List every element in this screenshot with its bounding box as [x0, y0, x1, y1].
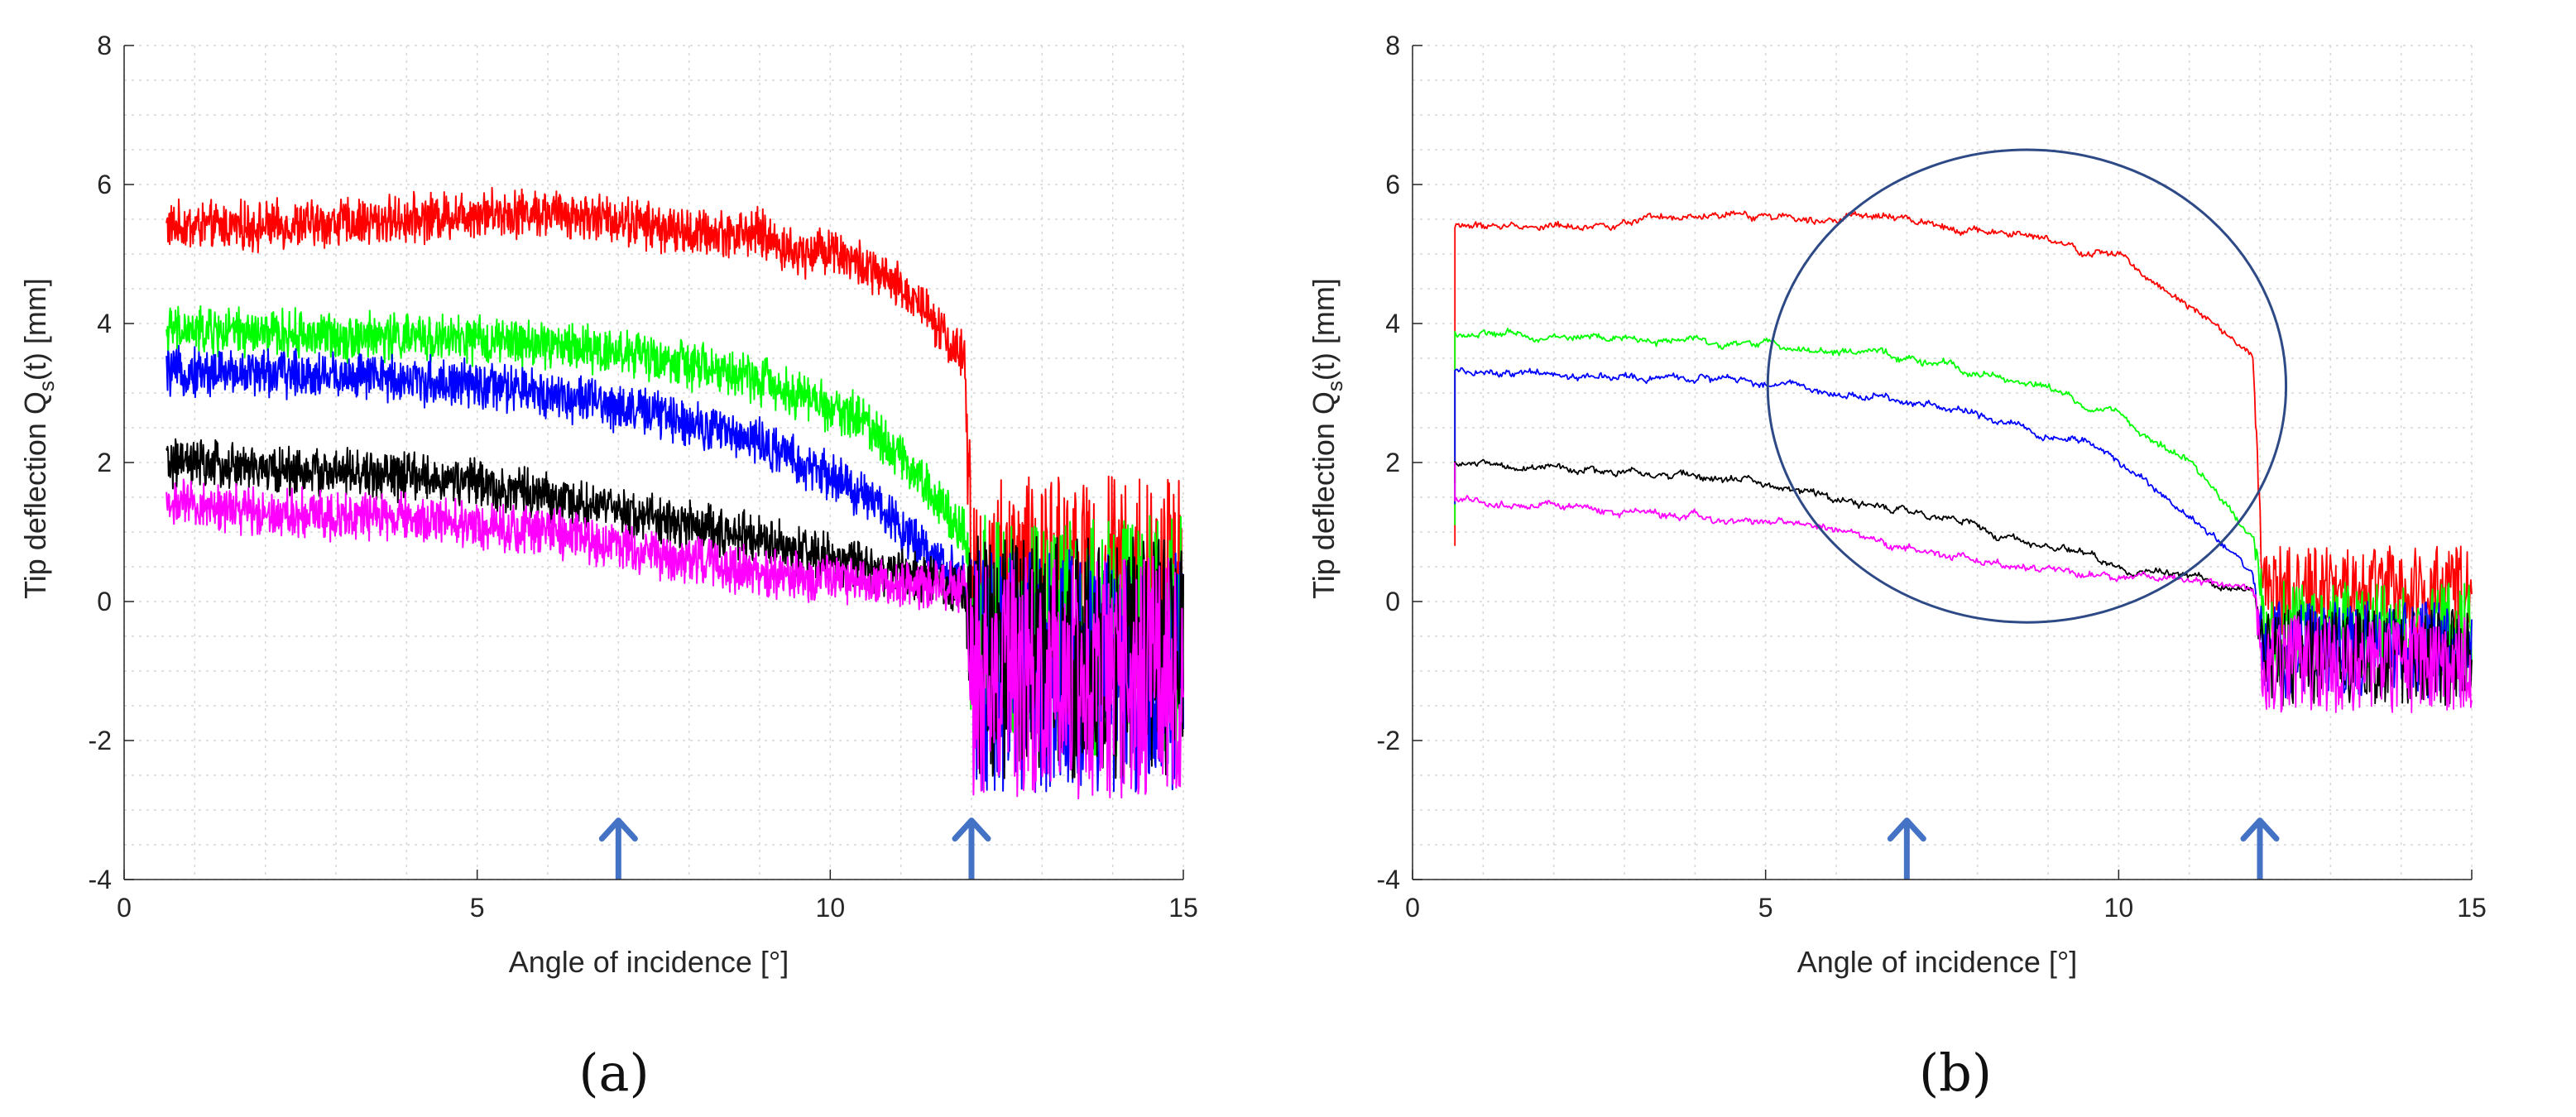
series-line-black: [165, 438, 1184, 779]
arrow-head: [2240, 817, 2280, 842]
arrow-head: [952, 817, 991, 842]
series-line-green: [1454, 328, 2473, 679]
y-tick-label: 8: [97, 31, 112, 60]
x-tick-label: 10: [2104, 893, 2134, 923]
y-axis-title-rest: (t) [mm]: [1307, 278, 1341, 381]
panel-label: (b): [1919, 1043, 1992, 1103]
series-line-magenta: [165, 478, 1184, 800]
y-axis-title-rest: (t) [mm]: [18, 278, 52, 381]
y-tick-label: 6: [97, 170, 112, 199]
y-tick-label: 8: [1385, 31, 1400, 60]
arrows: [1887, 817, 2280, 880]
x-tick-label: 0: [1405, 893, 1420, 923]
axes: 0 5 10 15 -4 -2 0 2 4 6 8: [89, 31, 1198, 923]
y-axis-title: Tip deflection Qs(t) [mm]: [18, 278, 59, 599]
series-lines: [1454, 210, 2473, 713]
y-axis-title-subscript: s: [34, 381, 59, 391]
axes: 0 5 10 15 -4 -2 0 2 4 6 8: [1377, 31, 2487, 923]
x-tick-label: 5: [470, 893, 485, 923]
y-tick-label: 0: [97, 587, 112, 616]
chart-a-svg: 0 5 10 15 -4 -2 0 2 4 6 8 Angle of incidence [°] T…: [18, 31, 1198, 1103]
overlay: [1766, 148, 2288, 624]
x-tick-label: 5: [1758, 893, 1773, 923]
y-tick-label: 0: [1385, 587, 1400, 616]
x-axis-title: Angle of incidence [°]: [1797, 945, 2078, 979]
x-tick-label: 15: [2457, 893, 2487, 923]
chart-panel-a: 0 5 10 15 -4 -2 0 2 4 6 8 Angle of incidence [°] T…: [18, 31, 1198, 1103]
x-axis-title: Angle of incidence [°]: [509, 945, 789, 979]
series-line-black: [1454, 458, 2473, 707]
series-line-blue: [165, 344, 1184, 793]
chart-b-svg: 0 5 10 15 -4 -2 0 2 4 6 8 Angle of incidence [°] T…: [1307, 31, 2487, 1103]
panel-label: (a): [578, 1043, 649, 1103]
y-axis-title: Tip deflection Qs(t) [mm]: [1307, 278, 1347, 599]
y-axis-title-main: Tip deflection Q: [18, 391, 52, 599]
arrows: [598, 817, 991, 880]
y-tick-label: -4: [1377, 865, 1400, 894]
y-tick-label: -4: [89, 865, 112, 894]
y-tick-label: -2: [1377, 726, 1400, 755]
highlight-circle: [1766, 148, 2288, 624]
x-tick-label: 15: [1168, 893, 1198, 923]
grid: [1412, 45, 2473, 880]
y-tick-label: -2: [89, 726, 112, 755]
series-lines: [165, 186, 1184, 800]
chart-panel-b: 0 5 10 15 -4 -2 0 2 4 6 8 Angle of incidence [°] T…: [1288, 0, 2576, 1117]
y-tick-label: 4: [97, 309, 112, 338]
x-tick-label: 0: [117, 893, 132, 923]
y-tick-label: 4: [1385, 309, 1400, 338]
y-tick-label: 2: [97, 448, 112, 477]
series-line-blue: [1454, 367, 2473, 700]
arrow-head: [598, 817, 638, 842]
y-axis-title-main: Tip deflection Q: [1307, 391, 1341, 599]
arrow-head: [1887, 817, 1926, 842]
grid: [123, 45, 1184, 880]
series-line-magenta: [1454, 463, 2473, 713]
x-tick-label: 10: [816, 893, 846, 923]
y-tick-label: 6: [1385, 170, 1400, 199]
y-tick-label: 2: [1385, 448, 1400, 477]
y-axis-title-subscript: s: [1322, 381, 1347, 391]
